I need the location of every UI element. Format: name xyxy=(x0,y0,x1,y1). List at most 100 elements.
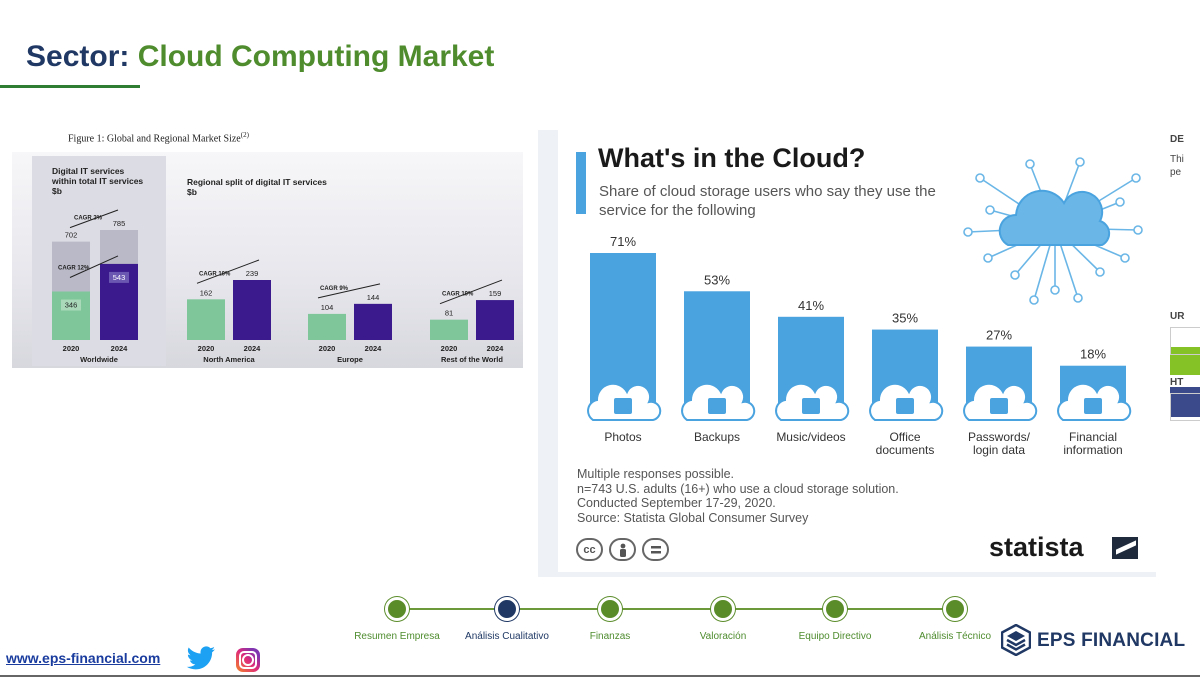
regional-title: Regional split of digital IT services xyxy=(187,177,327,187)
group-label: North America xyxy=(203,355,255,364)
network-node xyxy=(1075,157,1085,167)
password-icon xyxy=(990,398,1008,414)
statista-logo-icon xyxy=(1112,537,1138,559)
regional-value: 144 xyxy=(367,293,380,302)
digital-label-box xyxy=(61,299,81,311)
statista-bar-chart: 71% Photos 53% Backups 41% Music/videos 35% Off… xyxy=(587,234,1132,457)
timeline-label[interactable]: Equipo Directivo xyxy=(798,631,872,642)
cagr-arrow xyxy=(439,279,503,305)
statista-subtitle: Share of cloud storage users who say the… xyxy=(599,183,936,219)
total-label: 702 xyxy=(65,231,78,240)
dollar-document-icon-shape xyxy=(1084,398,1102,414)
title-underline xyxy=(0,85,140,88)
side-label: DE xyxy=(1170,134,1184,145)
year-label: 2020 xyxy=(319,344,336,353)
timeline-label[interactable]: Análisis Cualitativo xyxy=(465,631,549,642)
password-icon-shape xyxy=(990,398,1008,414)
figure1-chart: Digital IT services within total IT servi… xyxy=(12,152,523,368)
figure1-caption-text: Figure 1: Global and Regional Market Siz… xyxy=(68,133,241,145)
bar xyxy=(684,291,750,404)
network-node xyxy=(1029,295,1039,305)
regional-bar xyxy=(430,319,468,340)
by-icon[interactable] xyxy=(609,538,636,561)
note-line: Source: Statista Global Consumer Survey xyxy=(577,510,809,525)
cagr-label: CAGR 10% xyxy=(199,271,231,277)
cc-icon[interactable]: cc xyxy=(576,538,603,561)
cagr-arrow xyxy=(196,259,260,284)
side-label: Thi xyxy=(1170,154,1184,165)
cagr-label: CAGR 9% xyxy=(320,286,349,292)
photo-icon-shape xyxy=(614,398,632,414)
year-label: 2024 xyxy=(244,344,262,353)
side-input[interactable] xyxy=(1170,327,1200,355)
worldwide-title: Digital IT services xyxy=(52,166,125,176)
timeline-node[interactable] xyxy=(711,597,735,621)
note-line: Conducted September 17-29, 2020. xyxy=(577,496,776,510)
timeline-label[interactable]: Análisis Técnico xyxy=(918,631,992,642)
cagr-arrow xyxy=(69,255,119,278)
figure1-caption: Figure 1: Global and Regional Market Siz… xyxy=(68,131,249,144)
network-node xyxy=(1133,225,1143,235)
timeline-node[interactable] xyxy=(385,597,409,621)
value-label: 53% xyxy=(704,272,730,287)
side-navy-button[interactable] xyxy=(1170,387,1200,417)
year-label: 2020 xyxy=(198,344,215,353)
year-label: 2024 xyxy=(111,344,129,353)
timeline-node[interactable] xyxy=(943,597,967,621)
regional-value: 239 xyxy=(246,269,259,278)
category-label: Office xyxy=(889,430,920,444)
website-link[interactable]: www.eps-financial.com xyxy=(6,650,161,666)
side-label: HT xyxy=(1170,377,1184,388)
network-node xyxy=(983,253,993,263)
footer-divider xyxy=(0,675,1200,677)
category-label: Photos xyxy=(604,430,641,444)
category-label: Music/videos xyxy=(776,430,845,444)
regional-bar xyxy=(308,313,346,340)
eps-logo-icon xyxy=(1001,624,1031,656)
regional-value: 162 xyxy=(200,288,213,297)
timeline-label[interactable]: Valoración xyxy=(699,631,747,642)
category-label: Financial xyxy=(1069,430,1117,444)
network-node xyxy=(985,205,995,215)
photo-icon xyxy=(614,398,632,414)
side-label: UR xyxy=(1170,311,1185,322)
side-input[interactable] xyxy=(1170,393,1200,421)
network-node xyxy=(1025,159,1035,169)
value-label: 41% xyxy=(798,298,824,313)
timeline-label[interactable]: Resumen Empresa xyxy=(354,631,440,642)
year-label: 2020 xyxy=(63,344,80,353)
network-node xyxy=(1050,285,1060,295)
regional-title: $b xyxy=(187,187,197,197)
statista-logo[interactable]: statista xyxy=(989,532,1084,562)
document-icon-shape xyxy=(896,398,914,414)
timeline-node[interactable] xyxy=(823,597,847,621)
digital-label: 346 xyxy=(65,301,78,310)
category-label: information xyxy=(1063,443,1122,457)
cloud-network-icon xyxy=(963,157,1143,305)
timeline-node[interactable] xyxy=(598,597,622,621)
side-green-button[interactable] xyxy=(1170,347,1200,375)
network-node xyxy=(1010,270,1020,280)
cagr-arrow xyxy=(317,283,381,299)
group-label: Europe xyxy=(337,355,363,364)
side-label: pe xyxy=(1170,167,1182,178)
twitter-icon[interactable] xyxy=(186,646,216,672)
year-label: 2020 xyxy=(441,344,458,353)
instagram-icon[interactable] xyxy=(236,648,260,672)
timeline-line xyxy=(397,608,957,610)
group-label: Worldwide xyxy=(80,355,118,364)
dollar-document-icon xyxy=(1084,398,1102,414)
document-icon xyxy=(896,398,914,414)
figure1-caption-sup: (2) xyxy=(240,131,249,139)
nd-icon[interactable] xyxy=(642,538,669,561)
timeline-node[interactable] xyxy=(495,597,519,621)
lock-sync-icon xyxy=(708,398,726,414)
note-line: n=743 U.S. adults (16+) who use a cloud … xyxy=(577,481,899,496)
category-label: login data xyxy=(973,443,1025,457)
timeline-label[interactable]: Finanzas xyxy=(589,631,631,642)
cagr-label: CAGR 19% xyxy=(442,292,474,298)
network-node xyxy=(1131,173,1141,183)
side-panel-clipped: DE Thi pe UR HT xyxy=(1157,130,1200,430)
regional-bar xyxy=(354,303,392,340)
